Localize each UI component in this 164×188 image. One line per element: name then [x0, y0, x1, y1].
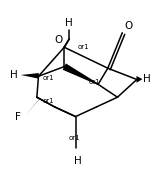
- Text: or1: or1: [88, 79, 100, 85]
- Polygon shape: [63, 64, 98, 85]
- Text: H: H: [143, 74, 150, 84]
- Polygon shape: [136, 76, 143, 83]
- Polygon shape: [25, 97, 41, 116]
- Text: or1: or1: [78, 44, 90, 50]
- Text: H: H: [65, 18, 73, 28]
- Polygon shape: [21, 73, 39, 79]
- Text: H: H: [10, 70, 17, 80]
- Text: or1: or1: [42, 75, 54, 81]
- Text: or1: or1: [42, 98, 54, 104]
- Text: O: O: [54, 35, 63, 45]
- Text: O: O: [125, 21, 133, 31]
- Text: H: H: [74, 156, 82, 166]
- Text: F: F: [15, 111, 20, 122]
- Text: or1: or1: [69, 135, 81, 141]
